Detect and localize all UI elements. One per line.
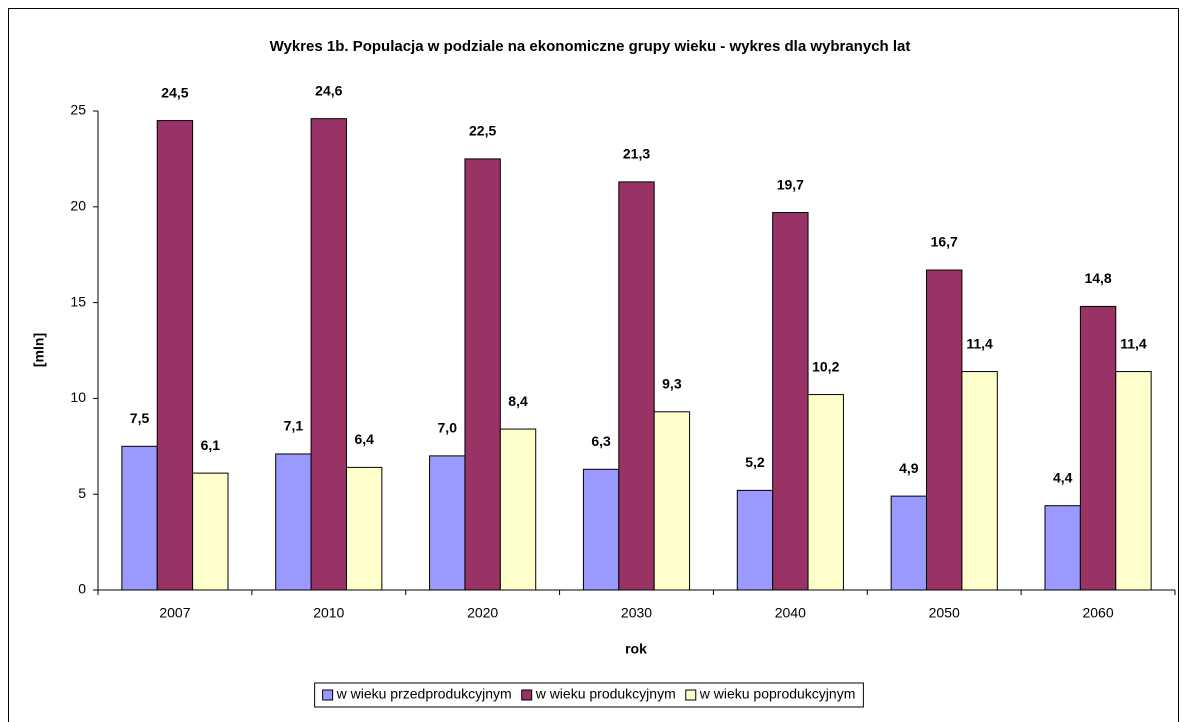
bar [807, 394, 844, 591]
legend-label: w wieku poprodukcyjnym [699, 686, 856, 702]
chart-border [8, 8, 1179, 722]
bar [499, 428, 537, 591]
bar [464, 158, 501, 591]
legend-swatch [521, 689, 533, 701]
data-label: 7,1 [284, 418, 304, 434]
bar [121, 445, 158, 591]
x-tick-label: 2010 [313, 605, 344, 621]
bar [310, 118, 347, 591]
data-label: 5,2 [745, 454, 765, 470]
legend-swatch [322, 689, 334, 701]
bar [429, 455, 466, 591]
y-tick-label: 15 [70, 293, 86, 309]
y-tick-label: 25 [70, 102, 86, 118]
data-label: 14,8 [1084, 270, 1111, 286]
data-label: 24,5 [161, 84, 188, 100]
x-tick-label: 2050 [929, 605, 960, 621]
bar [926, 269, 963, 591]
bar [156, 120, 194, 591]
data-label: 24,6 [315, 82, 342, 98]
bar [653, 411, 691, 591]
legend-swatch [685, 689, 697, 701]
y-tick-label: 5 [78, 485, 86, 501]
bar [772, 212, 809, 591]
data-label: 10,2 [812, 358, 839, 374]
bar [1044, 505, 1081, 591]
x-tick-label: 2007 [159, 605, 190, 621]
data-label: 11,4 [1120, 335, 1147, 351]
data-label: 16,7 [931, 234, 958, 250]
bar [736, 489, 774, 591]
bar [1079, 305, 1117, 591]
bar [345, 466, 383, 591]
legend-label: w wieku produkcyjnym [535, 686, 676, 702]
bar [961, 371, 998, 591]
bar [618, 181, 655, 591]
y-axis-label: [mln] [31, 333, 47, 367]
y-tick-label: 20 [70, 198, 86, 214]
x-axis-label: rok [625, 641, 647, 657]
bar [192, 472, 229, 591]
bar [1115, 371, 1152, 591]
chart-title: Wykres 1b. Populacja w podziale na ekono… [270, 38, 911, 55]
data-label: 6,3 [591, 433, 611, 449]
data-label: 4,4 [1053, 469, 1073, 485]
bar [275, 453, 312, 591]
bar [582, 468, 620, 591]
data-label: 4,9 [899, 460, 919, 476]
x-tick-label: 2020 [467, 605, 498, 621]
x-tick-label: 2030 [621, 605, 652, 621]
y-tick-label: 0 [78, 581, 86, 597]
x-tick-label: 2060 [1082, 605, 1113, 621]
data-label: 7,0 [438, 420, 458, 436]
data-label: 6,4 [354, 431, 374, 447]
data-label: 21,3 [623, 146, 650, 162]
legend-box [314, 682, 864, 708]
data-label: 19,7 [777, 176, 804, 192]
bar [890, 495, 928, 591]
data-label: 9,3 [662, 376, 682, 392]
data-label: 8,4 [508, 393, 528, 409]
x-tick-label: 2040 [775, 605, 806, 621]
legend-label: w wieku przedprodukcyjnym [336, 686, 512, 702]
data-label: 11,4 [966, 335, 993, 351]
y-tick-label: 10 [70, 389, 86, 405]
data-label: 22,5 [469, 123, 496, 139]
data-label: 6,1 [201, 437, 221, 453]
data-label: 7,5 [130, 410, 150, 426]
